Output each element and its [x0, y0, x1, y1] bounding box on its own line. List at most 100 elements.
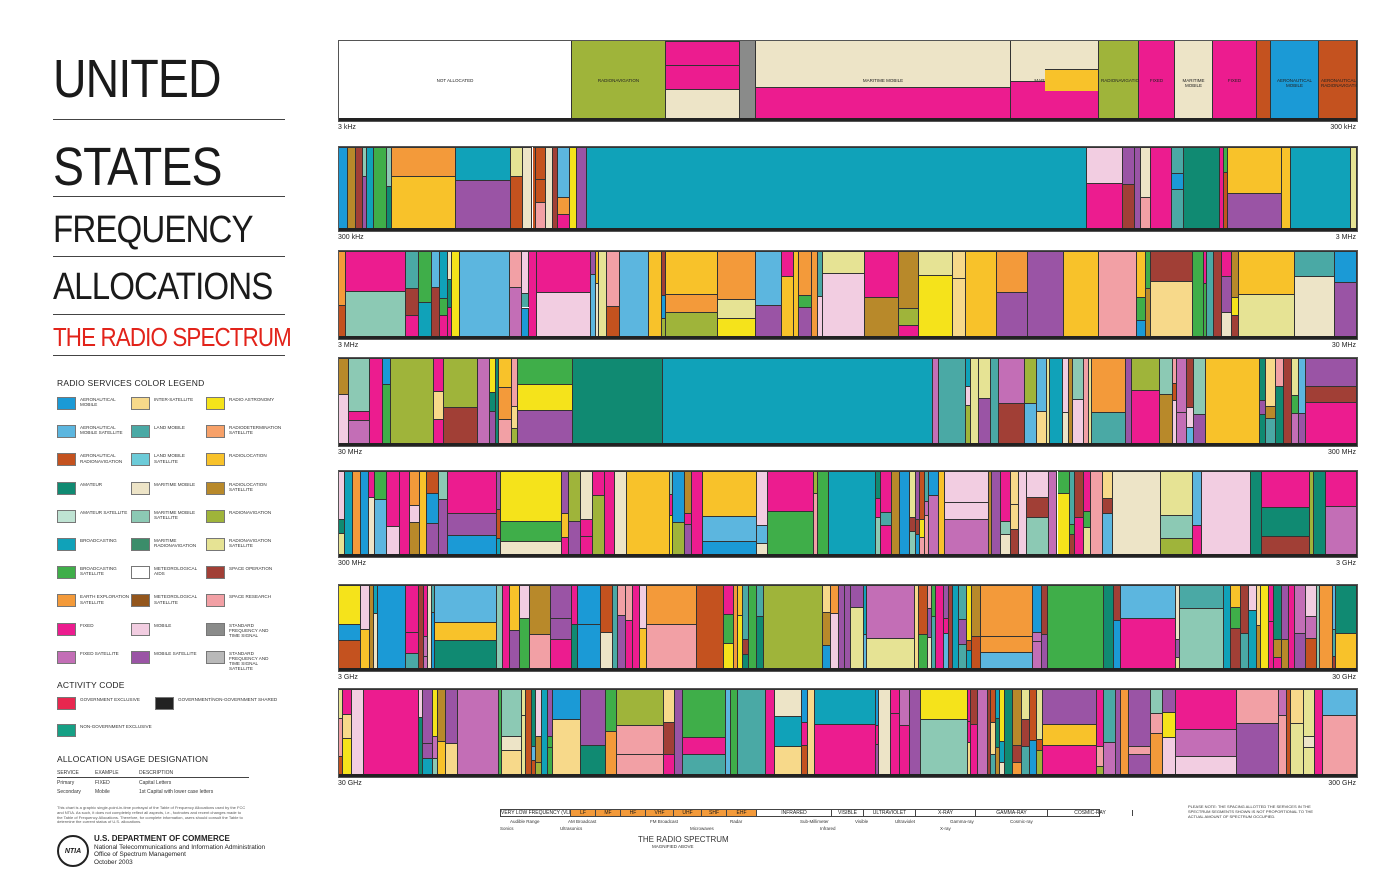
allocation-block — [387, 471, 401, 527]
legend-swatch — [57, 425, 76, 439]
allocation-block — [500, 471, 563, 521]
allocation-block — [866, 585, 916, 639]
allocation-block — [684, 471, 693, 513]
allocation-block — [374, 471, 388, 499]
allocation-block — [738, 615, 743, 671]
band-designation: VISIBLE — [832, 810, 864, 816]
allocation-block — [865, 296, 899, 339]
allocation-block — [1306, 358, 1357, 387]
allocation-block — [1291, 147, 1352, 231]
allocation-block — [490, 358, 497, 392]
legend-label: RADIOLOCATION — [229, 453, 267, 459]
allocation-block — [646, 585, 697, 625]
allocation-block — [1036, 738, 1044, 750]
allocation-block — [971, 585, 981, 637]
allocation-block — [369, 585, 374, 671]
allocation-block — [1207, 251, 1214, 339]
allocation-block — [1045, 69, 1099, 91]
band-end-label: 300 GHz — [1328, 780, 1356, 787]
allocation-block — [807, 689, 816, 777]
allocation-block — [967, 585, 972, 640]
legend-label: STANDARD FREQUENCY AND TIME SIGNAL SATEL… — [229, 650, 269, 672]
spectrum-band — [338, 357, 1358, 447]
allocation-block — [943, 632, 950, 671]
allocation-block — [920, 518, 926, 537]
band-start-label: 30 MHz — [338, 449, 363, 456]
activity-strip — [339, 336, 1357, 339]
allocation-block — [939, 471, 946, 557]
allocation-block — [1074, 471, 1084, 518]
legend-item: SPACE OPERATION — [206, 566, 279, 580]
allocation-block — [664, 754, 676, 777]
allocation-block — [1027, 496, 1050, 517]
allocation-block — [875, 497, 882, 518]
allocation-block — [498, 689, 502, 777]
band-start-label: 300 kHz — [338, 234, 364, 241]
band-designation: INFRARED — [757, 810, 832, 816]
band-end-label: 3 MHz — [1335, 234, 1356, 241]
allocation-block — [898, 308, 920, 326]
activity-strip — [339, 443, 1357, 446]
allocation-block — [1231, 628, 1241, 671]
allocation-block — [967, 721, 972, 742]
legend-label: RADIONAVIGATION SATELLITE — [229, 538, 272, 549]
allocation-block — [925, 471, 930, 501]
allocation-block — [1073, 398, 1085, 446]
allocation-block — [933, 358, 939, 446]
allocation-block — [1213, 251, 1223, 339]
allocation-block — [581, 471, 593, 519]
allocation-block — [1048, 585, 1104, 671]
allocation-block — [755, 251, 783, 306]
allocation-block — [432, 689, 439, 737]
allocation-block — [599, 251, 608, 339]
activity-heading: ACTIVITY CODE — [57, 680, 125, 690]
legend-swatch — [131, 397, 150, 410]
allocation-label: Aeronautical Mobile — [1276, 78, 1312, 88]
allocation-block — [1193, 358, 1206, 415]
legend-label: LAND MOBILE — [154, 425, 185, 431]
legend-item: RADIOLOCATION — [206, 453, 279, 467]
allocation-block — [452, 251, 461, 339]
allocation-block — [1287, 689, 1292, 777]
allocation-block — [1172, 172, 1184, 189]
allocation-block — [1335, 585, 1357, 633]
allocation-block — [496, 471, 501, 510]
allocation-block — [1036, 749, 1044, 777]
legend-item: LAND MOBILE SATELLITE — [131, 453, 204, 467]
allocation-block — [899, 471, 911, 557]
band-designation: GAMMA-RAY — [976, 810, 1048, 816]
allocation-block — [966, 358, 971, 387]
allocation-block — [1303, 747, 1315, 777]
allocation-block — [1161, 538, 1194, 557]
allocation-block — [562, 537, 570, 557]
usage-col: DESCRIPTION — [139, 769, 174, 776]
allocation-block — [572, 585, 579, 624]
legend-heading: RADIO SERVICES COLOR LEGEND — [57, 378, 205, 388]
allocation-block — [349, 358, 370, 411]
allocation-block — [426, 522, 439, 557]
legend-item: FIXED SATELLITE — [57, 650, 130, 664]
allocation-block — [438, 741, 446, 777]
legend-swatch — [206, 453, 225, 467]
allocation-block — [1303, 736, 1315, 748]
allocation-block — [406, 287, 419, 315]
allocation-block — [1021, 719, 1031, 746]
allocation-block — [1295, 633, 1306, 671]
activity-strip — [339, 554, 1357, 557]
allocation-block — [490, 410, 497, 446]
allocation-block — [387, 526, 401, 557]
allocation-block — [364, 689, 420, 777]
legend-label: MARITIME RADIONAVIGATION — [154, 538, 197, 549]
allocation-block — [683, 737, 726, 755]
allocation-block — [915, 471, 921, 520]
allocation-block — [1073, 358, 1085, 399]
allocation-block — [999, 358, 1026, 404]
allocation-block — [919, 633, 929, 671]
allocation-block — [1151, 712, 1164, 734]
allocation-block — [1069, 524, 1075, 534]
allocation-block — [812, 251, 819, 339]
allocation-block — [1262, 507, 1310, 537]
allocation-block — [496, 538, 501, 557]
allocation-block — [1291, 394, 1300, 413]
allocation-block — [1098, 251, 1138, 339]
